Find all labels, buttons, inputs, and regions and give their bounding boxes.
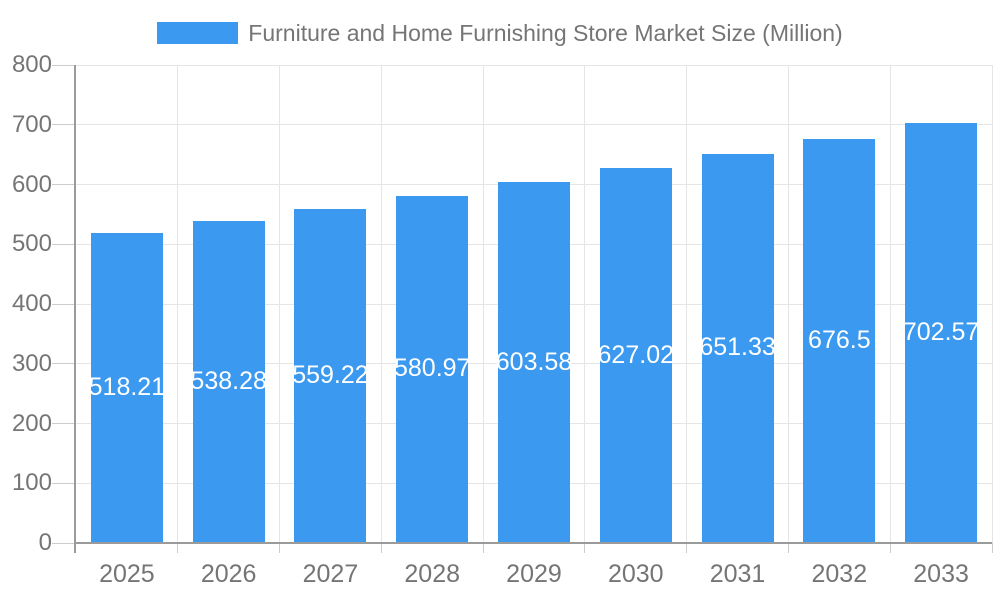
gridline-vertical — [787, 65, 789, 543]
y-axis-tick — [52, 423, 76, 424]
bar-2026[interactable]: 538.28 — [190, 221, 267, 542]
x-axis-label: 2033 — [913, 560, 969, 588]
y-axis-tick — [52, 482, 76, 484]
x-axis-tick — [177, 543, 179, 553]
bar-2031[interactable]: 651.33 — [699, 153, 776, 542]
gridline-vertical — [991, 65, 993, 543]
legend-label: Furniture and Home Furnishing Store Mark… — [248, 19, 843, 46]
x-axis-tick — [991, 543, 993, 553]
legend-swatch — [157, 22, 239, 44]
gridline-vertical — [380, 65, 382, 543]
x-axis-label: 2028 — [404, 560, 461, 588]
y-axis-label: 700 — [11, 110, 52, 138]
bar-2025[interactable]: 518.21 — [88, 233, 166, 542]
y-axis-label: 500 — [11, 230, 52, 258]
bar-value-label: 580.97 — [393, 354, 471, 383]
x-axis-tick — [686, 543, 688, 553]
y-axis-label: 100 — [11, 469, 52, 497]
x-axis-label: 2025 — [99, 560, 155, 588]
bar-value-label: 651.33 — [699, 333, 776, 362]
legend-item[interactable]: Furniture and Home Furnishing Store Mark… — [0, 19, 1000, 46]
bar-value-label: 559.22 — [292, 360, 369, 389]
gridline-vertical — [584, 65, 586, 543]
x-axis-tick — [889, 543, 891, 553]
gridline-vertical — [686, 65, 688, 543]
bar-2028[interactable]: 580.97 — [393, 195, 471, 542]
bar-value-label: 538.28 — [190, 367, 267, 396]
gridline-horizontal — [76, 124, 992, 126]
x-axis-label: 2026 — [200, 560, 257, 588]
x-axis-tick — [584, 543, 586, 553]
y-axis-tick — [52, 184, 76, 185]
x-axis-label: 2027 — [302, 560, 359, 588]
y-axis-label: 0 — [38, 529, 52, 556]
bar-value-label: 702.57 — [902, 318, 980, 347]
y-axis-label: 400 — [11, 290, 52, 317]
x-axis-label: 2032 — [811, 560, 868, 588]
bar-2032[interactable]: 676.5 — [803, 138, 876, 542]
x-axis-line — [76, 542, 992, 544]
x-axis-label: 2031 — [709, 560, 766, 588]
y-axis-tick — [52, 243, 76, 245]
bar-2027[interactable]: 559.22 — [292, 208, 369, 542]
x-axis-tick — [380, 543, 382, 553]
x-axis-tick — [279, 543, 281, 553]
y-axis-label: 600 — [11, 170, 52, 198]
y-axis-tick — [52, 303, 76, 305]
gridline-vertical — [889, 65, 891, 543]
y-axis-label: 300 — [11, 349, 52, 377]
bar-2030[interactable]: 627.02 — [597, 168, 674, 542]
y-axis-tick — [52, 64, 76, 66]
bar-value-label: 603.58 — [495, 347, 573, 376]
gridline-vertical — [177, 65, 179, 543]
bar-value-label: 627.02 — [597, 340, 674, 369]
gridline-vertical — [482, 65, 484, 543]
y-axis-label: 200 — [11, 409, 52, 437]
y-axis-line — [74, 65, 76, 553]
y-axis-label: 800 — [11, 51, 52, 78]
x-axis-label: 2029 — [506, 560, 562, 588]
y-axis-tick — [52, 124, 76, 126]
bar-value-label: 676.5 — [808, 325, 871, 354]
x-axis-tick — [482, 543, 484, 553]
bar-2029[interactable]: 603.58 — [495, 182, 573, 542]
x-axis-label: 2030 — [607, 560, 664, 588]
bar-2033[interactable]: 702.57 — [902, 123, 980, 542]
y-axis-tick — [52, 363, 76, 365]
gridline-vertical — [279, 65, 281, 543]
x-axis-tick — [787, 543, 789, 553]
y-axis-tick — [52, 542, 76, 544]
gridline-horizontal — [76, 64, 992, 66]
bar-value-label: 518.21 — [88, 373, 166, 402]
